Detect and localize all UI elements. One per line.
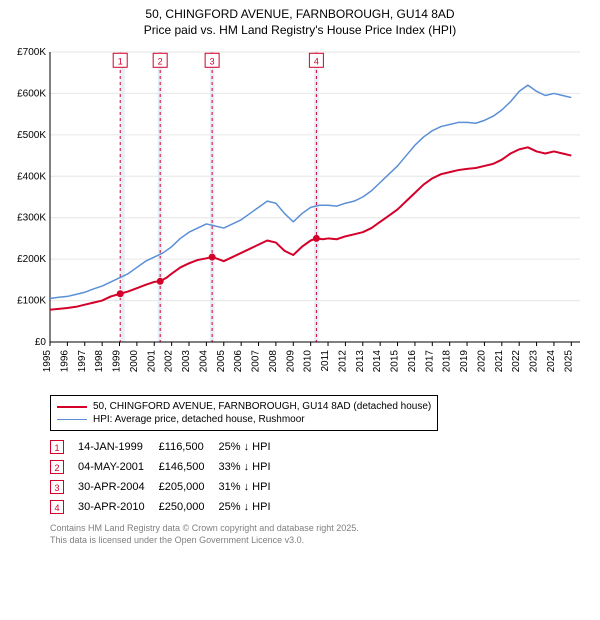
sale-price: £205,000 xyxy=(159,477,219,497)
svg-text:£700K: £700K xyxy=(17,47,46,58)
sale-marker: 4 xyxy=(50,500,64,514)
sale-marker: 2 xyxy=(50,460,64,474)
svg-text:2016: 2016 xyxy=(407,350,418,373)
svg-text:£0: £0 xyxy=(35,337,47,348)
sale-delta: 33% ↓ HPI xyxy=(219,457,285,477)
svg-text:2025: 2025 xyxy=(563,350,574,373)
svg-text:2018: 2018 xyxy=(442,350,453,373)
svg-text:£300K: £300K xyxy=(17,213,46,224)
chart-svg: £0 £100K £200K £300K £400K £500K £600K £700K 199… xyxy=(10,42,590,382)
sale-price: £250,000 xyxy=(159,497,219,517)
svg-text:2015: 2015 xyxy=(390,350,401,373)
sale-delta: 25% ↓ HPI xyxy=(219,497,285,517)
footnote-line-1: Contains HM Land Registry data © Crown c… xyxy=(50,523,590,535)
svg-text:2020: 2020 xyxy=(476,350,487,373)
sale-date: 30-APR-2004 xyxy=(78,477,159,497)
table-row: 4 30-APR-2010£250,00025% ↓ HPI xyxy=(50,497,285,517)
sales-table: 114-JAN-1999£116,50025% ↓ HPI204-MAY-200… xyxy=(50,437,285,517)
svg-text:2012: 2012 xyxy=(337,350,348,373)
svg-text:2004: 2004 xyxy=(198,350,209,373)
svg-text:2011: 2011 xyxy=(320,350,331,372)
sale-date: 04-MAY-2001 xyxy=(78,457,159,477)
price-chart: £0 £100K £200K £300K £400K £500K £600K £700K 199… xyxy=(10,42,590,387)
chart-title: 50, CHINGFORD AVENUE, FARNBOROUGH, GU14 … xyxy=(10,6,590,38)
svg-text:2003: 2003 xyxy=(181,350,192,373)
svg-text:2014: 2014 xyxy=(372,350,383,373)
sale-date: 14-JAN-1999 xyxy=(78,437,159,457)
legend: 50, CHINGFORD AVENUE, FARNBOROUGH, GU14 … xyxy=(50,395,438,431)
legend-item: 50, CHINGFORD AVENUE, FARNBOROUGH, GU14 … xyxy=(57,400,431,413)
legend-label: 50, CHINGFORD AVENUE, FARNBOROUGH, GU14 … xyxy=(93,401,431,412)
footnote: Contains HM Land Registry data © Crown c… xyxy=(50,523,590,546)
legend-swatch xyxy=(57,419,87,420)
svg-text:2: 2 xyxy=(158,57,163,67)
svg-text:1995: 1995 xyxy=(42,350,53,373)
svg-text:£100K: £100K xyxy=(17,296,46,307)
table-row: 2 04-MAY-2001£146,50033% ↓ HPI xyxy=(50,457,285,477)
svg-text:1997: 1997 xyxy=(77,350,88,373)
svg-text:£600K: £600K xyxy=(17,89,46,100)
sale-marker: 1 xyxy=(50,440,64,454)
svg-text:2000: 2000 xyxy=(129,350,140,373)
svg-text:2024: 2024 xyxy=(546,350,557,373)
legend-swatch xyxy=(57,406,87,408)
svg-text:2008: 2008 xyxy=(268,350,279,373)
svg-text:2017: 2017 xyxy=(424,350,435,373)
sale-price: £116,500 xyxy=(159,437,219,457)
svg-text:1996: 1996 xyxy=(59,350,70,373)
svg-text:£400K: £400K xyxy=(17,172,46,183)
footnote-line-2: This data is licensed under the Open Gov… xyxy=(50,535,590,547)
svg-text:3: 3 xyxy=(210,57,215,67)
sale-marker: 3 xyxy=(50,480,64,494)
title-line-1: 50, CHINGFORD AVENUE, FARNBOROUGH, GU14 … xyxy=(10,6,590,22)
sale-price: £146,500 xyxy=(159,457,219,477)
svg-text:2022: 2022 xyxy=(511,350,522,373)
table-row: 1 14-JAN-1999£116,50025% ↓ HPI xyxy=(50,437,285,457)
svg-text:2019: 2019 xyxy=(459,350,470,373)
svg-text:2021: 2021 xyxy=(494,350,505,373)
svg-text:1999: 1999 xyxy=(112,350,123,373)
sale-delta: 25% ↓ HPI xyxy=(219,437,285,457)
table-row: 3 30-APR-2004£205,00031% ↓ HPI xyxy=(50,477,285,497)
svg-text:1: 1 xyxy=(118,57,123,67)
sale-date: 30-APR-2010 xyxy=(78,497,159,517)
title-line-2: Price paid vs. HM Land Registry's House … xyxy=(10,22,590,38)
svg-text:2007: 2007 xyxy=(251,350,262,373)
legend-label: HPI: Average price, detached house, Rush… xyxy=(93,414,305,425)
svg-text:£500K: £500K xyxy=(17,130,46,141)
svg-text:2013: 2013 xyxy=(355,350,366,373)
svg-text:2023: 2023 xyxy=(529,350,540,373)
svg-text:2005: 2005 xyxy=(216,350,227,373)
svg-text:2006: 2006 xyxy=(233,350,244,373)
svg-text:4: 4 xyxy=(314,57,319,67)
svg-text:2009: 2009 xyxy=(285,350,296,373)
sale-delta: 31% ↓ HPI xyxy=(219,477,285,497)
svg-text:2002: 2002 xyxy=(164,350,175,373)
svg-text:2001: 2001 xyxy=(146,350,157,373)
svg-text:2010: 2010 xyxy=(303,350,314,373)
svg-text:£200K: £200K xyxy=(17,255,46,266)
svg-text:1998: 1998 xyxy=(94,350,105,373)
legend-item: HPI: Average price, detached house, Rush… xyxy=(57,413,431,426)
